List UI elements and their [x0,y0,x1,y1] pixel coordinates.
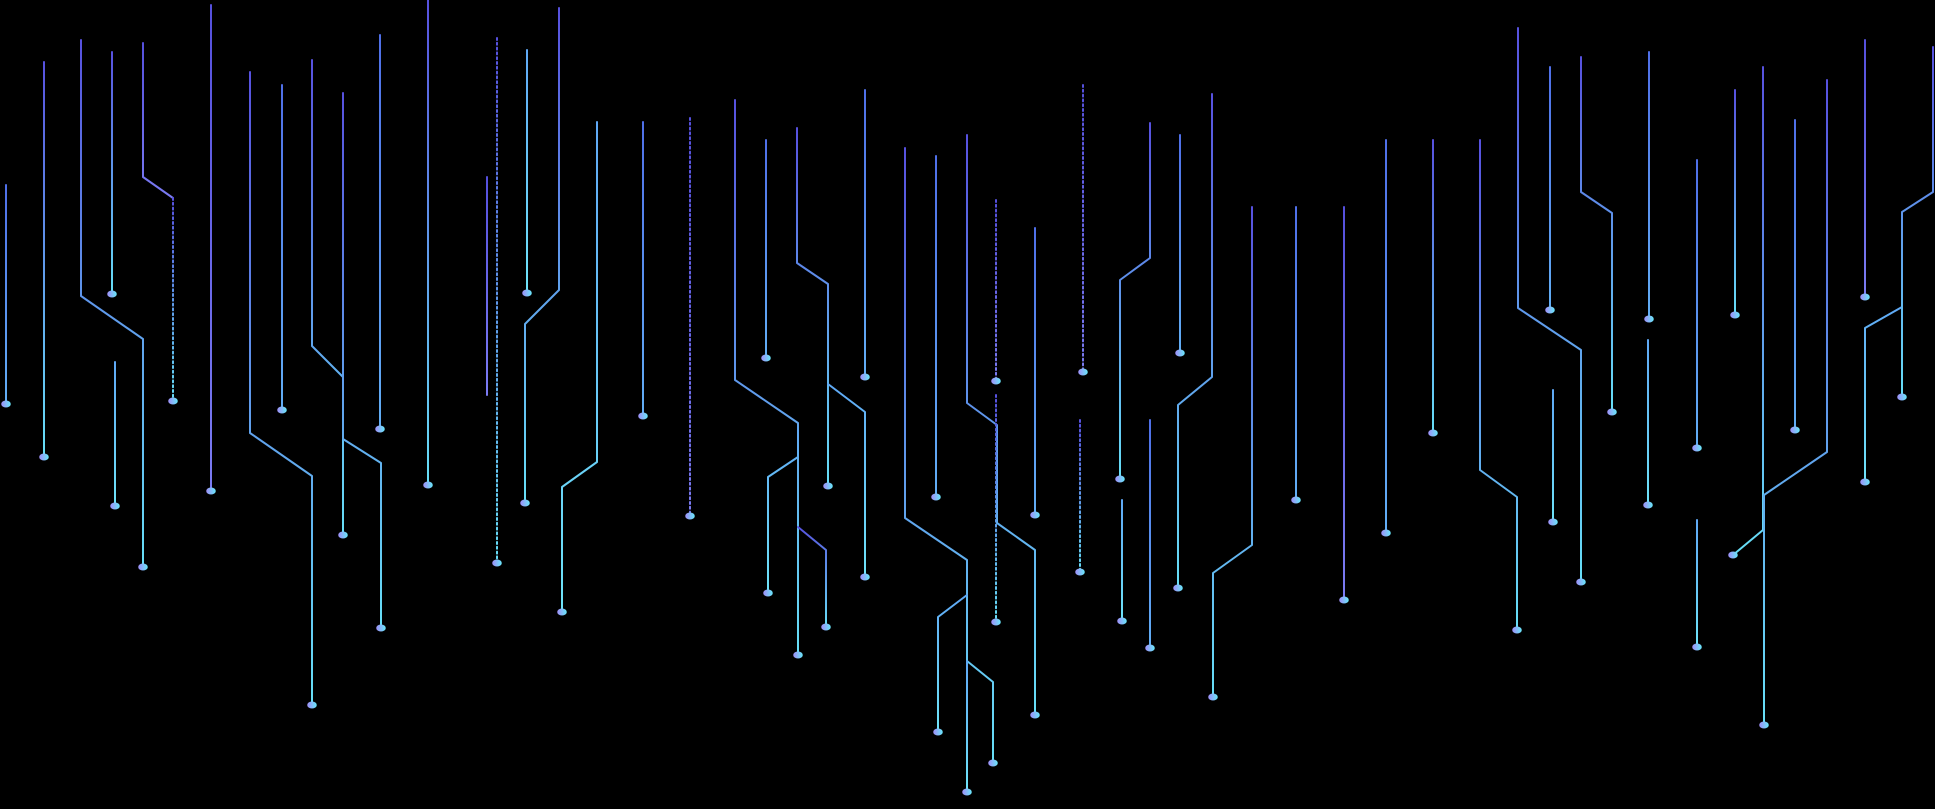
circuit-trace [1177,93,1213,589]
circuit-trace [1517,27,1582,583]
trace-endpoint-dot [1730,311,1740,319]
trace-endpoint-dot [1291,496,1301,504]
circuit-trace [1212,206,1253,698]
trace-endpoint-dot [793,651,803,659]
circuit-trace [1763,79,1828,726]
trace-endpoint-dot [1860,293,1870,301]
circuit-trace [80,39,144,568]
circuit-trace [734,99,799,656]
trace-endpoint-dot [931,493,941,501]
trace-endpoint-dot [307,701,317,709]
trace-endpoint-dot [39,453,49,461]
circuit-trace [796,127,829,487]
trace-endpoint-dot [821,623,831,631]
trace-endpoint-dot [423,481,433,489]
trace-endpoint-dot [1644,315,1654,323]
trace-endpoint-dot [1030,511,1040,519]
trace-endpoint-dot [1512,626,1522,634]
trace-endpoint-dot [1078,368,1088,376]
circuit-trace [342,92,382,629]
trace-endpoint-dot [1692,643,1702,651]
circuit-trace [1580,56,1613,413]
trace-endpoint-dot [138,563,148,571]
trace-endpoint-dot [1607,408,1617,416]
trace-endpoint-dot [1545,306,1555,314]
circuit-trace [1119,122,1151,480]
circuit-trace [1732,66,1764,556]
trace-endpoint-dot [1692,444,1702,452]
circuit-trace [937,594,968,733]
trace-endpoint-dot [1,400,11,408]
trace-endpoint-dot [991,618,1001,626]
trace-endpoint-dot [277,406,287,414]
trace-endpoint-dot [1117,617,1127,625]
circuit-trace [767,429,799,594]
trace-endpoint-dot [492,559,502,567]
trace-endpoint-dot [168,397,178,405]
circuit-trace [827,383,866,578]
trace-endpoint-dot [206,487,216,495]
trace-endpoint-dot [1381,529,1391,537]
circuit-trace [1479,139,1518,631]
circuit-trace [311,59,344,536]
trace-endpoint-dot [1576,578,1586,586]
trace-endpoint-dot [110,502,120,510]
trace-endpoint-dot [685,512,695,520]
trace-endpoint-dot [763,589,773,597]
trace-endpoint-dot [1548,518,1558,526]
trace-endpoint-dot [1030,711,1040,719]
trace-endpoint-dot [860,373,870,381]
trace-endpoint-dot [1643,501,1653,509]
trace-endpoint-dot [375,425,385,433]
circuit-trace [966,134,1036,716]
trace-endpoint-dot [933,728,943,736]
trace-endpoint-dot [1759,721,1769,729]
trace-endpoint-dot [823,482,833,490]
trace-endpoint-dot [638,412,648,420]
trace-endpoint-dot [1075,568,1085,576]
trace-endpoint-dot [991,377,1001,385]
trace-endpoint-dot [1115,475,1125,483]
trace-endpoint-dot [1897,393,1907,401]
trace-endpoint-dot [1173,584,1183,592]
circuit-trace [1864,306,1903,483]
circuit-trace [561,121,598,613]
trace-endpoint-dot [1428,429,1438,437]
trace-endpoint-dot [557,608,567,616]
trace-endpoint-dot [1339,596,1349,604]
trace-endpoint-dot [1208,693,1218,701]
circuit-trace [249,71,313,706]
trace-endpoint-dot [1175,349,1185,357]
trace-endpoint-dot [1790,426,1800,434]
circuit-trace [142,42,174,199]
trace-endpoint-dot [962,788,972,796]
trace-endpoint-dot [520,499,530,507]
trace-endpoint-dot [376,624,386,632]
trace-endpoint-dot [522,289,532,297]
trace-endpoint-dot [1728,551,1738,559]
trace-endpoint-dot [338,531,348,539]
circuit-trace [1901,46,1934,398]
trace-endpoint-dot [860,573,870,581]
trace-endpoint-dot [988,759,998,767]
trace-endpoint-dot [761,354,771,362]
circuit-trace [904,147,994,764]
trace-endpoint-dot [1145,644,1155,652]
trace-endpoint-dot [1860,478,1870,486]
circuit-trace [797,526,827,628]
circuit-trace [524,7,560,504]
trace-endpoint-dot [107,290,117,298]
